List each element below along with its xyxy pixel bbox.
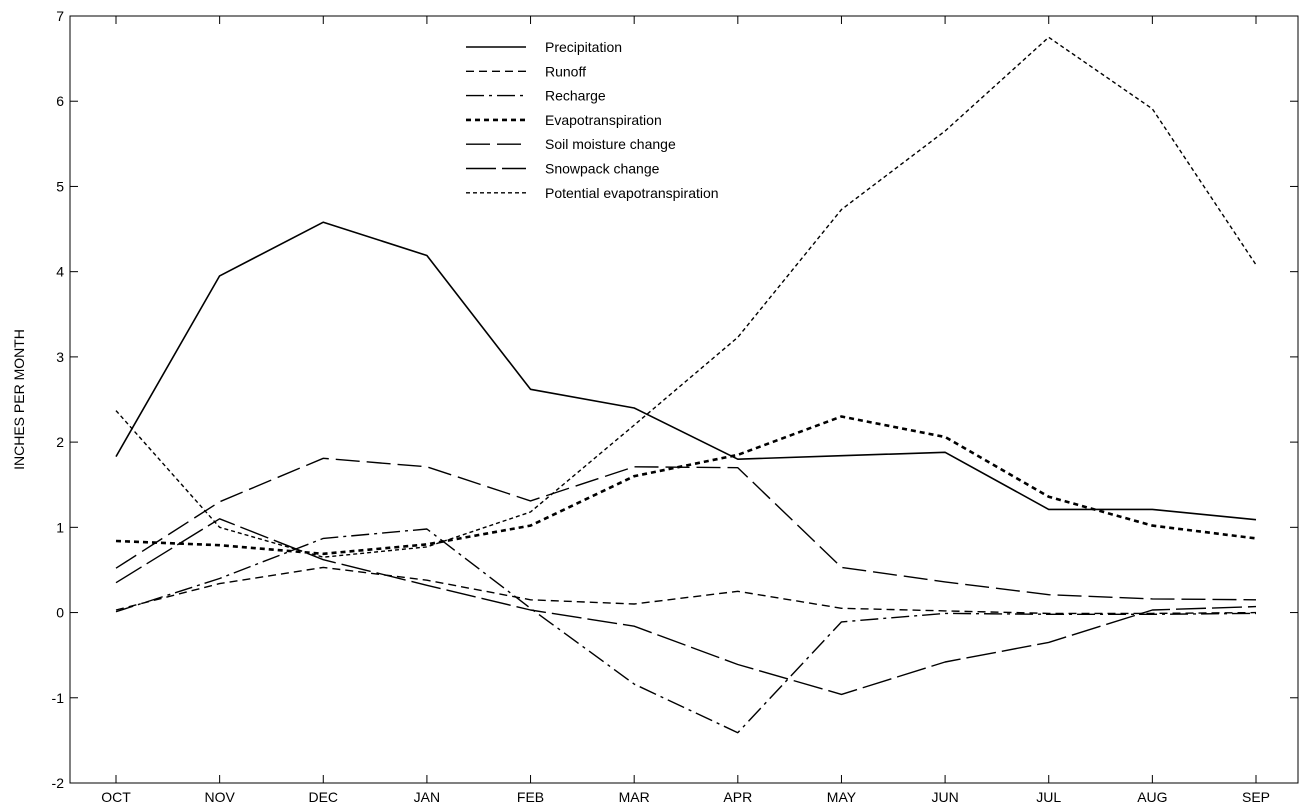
series-line-soil-moisture-change bbox=[115, 457, 1257, 601]
y-axis: -2 -1 0 1 2 3 4 5 6 7 bbox=[52, 8, 1298, 791]
legend-label-snowpack-change: Snowpack change bbox=[545, 161, 660, 177]
y-tick-label: 3 bbox=[56, 349, 64, 365]
legend-label-recharge: Recharge bbox=[545, 88, 606, 104]
x-tick-label-jun: JUN bbox=[931, 789, 958, 805]
series-group bbox=[115, 36, 1257, 734]
y-tick-label: 7 bbox=[56, 8, 64, 24]
series-line-evapotranspiration bbox=[115, 415, 1257, 556]
legend-label-evapotranspiration: Evapotranspiration bbox=[545, 112, 662, 128]
x-tick-label-dec: DEC bbox=[308, 789, 338, 805]
y-tick-label: -1 bbox=[52, 690, 65, 706]
x-tick-label-aug: AUG bbox=[1137, 789, 1167, 805]
series-line-recharge bbox=[115, 528, 1257, 734]
y-tick-label: -2 bbox=[52, 775, 65, 791]
y-tick-label: 6 bbox=[56, 93, 64, 109]
x-tick-label-may: MAY bbox=[827, 789, 857, 805]
y-tick-label: 4 bbox=[56, 264, 64, 280]
x-tick-label-mar: MAR bbox=[619, 789, 650, 805]
legend-label-runoff: Runoff bbox=[545, 63, 586, 79]
x-tick-label-jan: JAN bbox=[414, 789, 440, 805]
x-tick-label-sep: SEP bbox=[1242, 789, 1270, 805]
legend-label-soil-moisture-change: Soil moisture change bbox=[545, 136, 676, 152]
series-line-precipitation bbox=[115, 221, 1257, 521]
x-axis: OCT NOV DEC JAN FEB MAR APR MAY JUN JUL AUG SEP bbox=[101, 16, 1270, 805]
x-tick-label-nov: NOV bbox=[204, 789, 235, 805]
y-tick-label: 0 bbox=[56, 605, 64, 621]
x-tick-label-jul: JUL bbox=[1036, 789, 1061, 805]
y-axis-title: INCHES PER MONTH bbox=[11, 329, 27, 470]
legend-label-potential-evapotranspiration: Potential evapotranspiration bbox=[545, 185, 719, 201]
x-tick-label-oct: OCT bbox=[101, 789, 131, 805]
legend: Precipitation Runoff Recharge Evapotranspir… bbox=[466, 39, 719, 201]
series-line-snowpack-change bbox=[115, 518, 1257, 696]
y-tick-label: 1 bbox=[56, 519, 64, 535]
plot-frame bbox=[69, 15, 1299, 784]
series-line-potential-evapotranspiration bbox=[115, 36, 1257, 558]
legend-label-precipitation: Precipitation bbox=[545, 39, 622, 55]
y-tick-label: 5 bbox=[56, 178, 64, 194]
x-tick-label-feb: FEB bbox=[517, 789, 544, 805]
series-line-runoff bbox=[115, 566, 1257, 615]
x-tick-label-apr: APR bbox=[723, 789, 752, 805]
y-tick-label: 2 bbox=[56, 434, 64, 450]
